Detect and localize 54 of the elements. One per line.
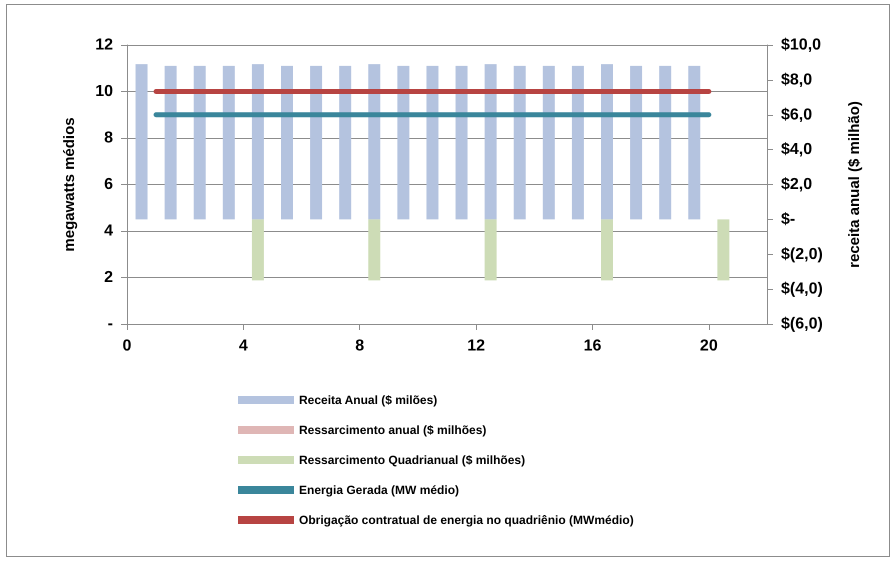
bar [426,66,438,220]
x-tick-label: 8 [355,338,364,354]
bar [601,64,613,220]
bar [281,66,293,220]
y2-tick-label: $(4,0) [781,280,823,298]
bar [630,66,642,220]
bar [252,219,264,280]
bar [717,219,730,280]
legend-label: Ressarcimento anual ($ milhões) [299,423,486,437]
bar [542,66,555,220]
bar [368,219,380,280]
bar [514,66,526,220]
y2-tick-label: $10,0 [781,36,822,54]
legend-label: Obrigação contratual de energia no quadriênio (MWmédio) [299,513,634,527]
y-tick-label: - [108,316,113,332]
legend-label: Receita Anual ($ milões) [299,393,438,407]
bar [194,66,206,220]
bar [659,66,672,220]
x-tick-label: 20 [700,338,718,354]
bar [484,64,497,220]
bar [252,64,264,220]
bar [484,219,497,280]
y-axis-title: megawatts médios [61,117,78,252]
y2-tick-label: $8,0 [781,71,812,88]
x-tick-label: 12 [467,338,486,354]
x-tick-label: 4 [238,338,248,354]
bar [572,66,584,220]
y2-tick-label: $(6,0) [781,316,823,332]
legend-label: Ressarcimento Quadrianual ($ milhões) [299,453,526,467]
y2-tick-label: $(2,0) [781,246,823,263]
bar [222,66,235,220]
y-tick-label: 6 [104,176,114,193]
bar [688,66,700,220]
y-tick-label: 10 [95,83,114,100]
x-tick-label: 0 [122,338,132,354]
y2-tick-label: $6,0 [781,106,812,124]
x-tick-label: 16 [584,338,602,354]
y-tick-label: 2 [104,269,114,286]
bar [601,219,613,280]
bar [339,66,352,220]
y2-axis-title: receita anual ($ milhão) [846,101,863,268]
y-tick-label: 8 [104,130,114,146]
y-tick-label: 12 [95,36,114,54]
bar [310,66,322,220]
bar [164,66,177,220]
bar [368,64,380,220]
legend-label: Energia Gerada (MW médio) [299,483,460,497]
bar [456,66,468,220]
bar [397,66,410,220]
y2-tick-label: $4,0 [781,141,812,158]
y2-tick-label: $2,0 [781,176,812,193]
y-tick-label: 4 [104,222,114,240]
bar [136,64,148,220]
y2-tick-label: $- [781,210,796,228]
